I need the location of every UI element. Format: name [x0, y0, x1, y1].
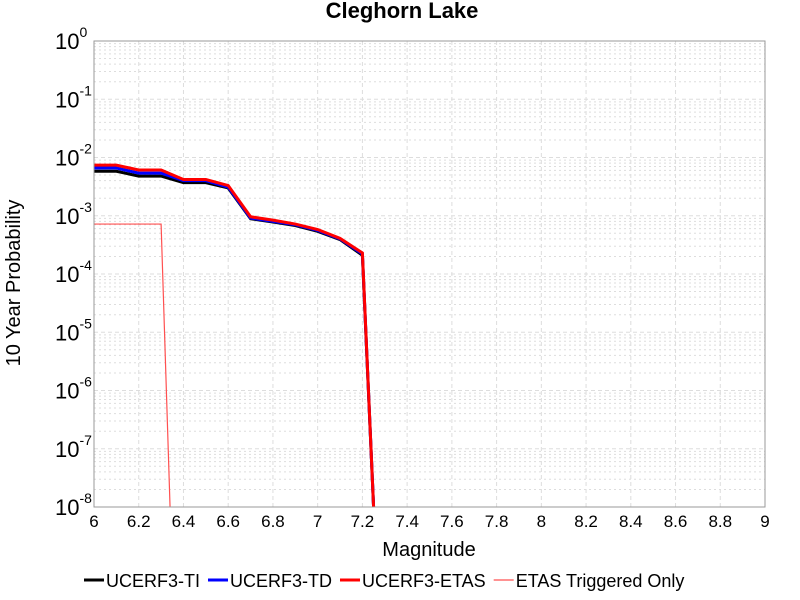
x-tick-label: 8.8: [708, 512, 732, 531]
y-tick-label: 10-5: [55, 315, 92, 345]
x-tick-label: 7.4: [395, 512, 419, 531]
gridlines: [93, 41, 766, 508]
legend-label: ETAS Triggered Only: [516, 571, 685, 591]
x-tick-label: 7: [313, 512, 322, 531]
chart-title: Cleghorn Lake: [326, 0, 479, 23]
x-tick-label: 6: [89, 512, 98, 531]
x-tick-label: 6.2: [127, 512, 151, 531]
series-line-3: [94, 223, 171, 508]
legend-label: UCERF3-ETAS: [362, 571, 486, 591]
y-axis-ticks: 100 10-1 10-2 10-3 10-4 10-5 10-6 10-7 10-8: [55, 24, 92, 520]
y-tick-label: 10-6: [55, 374, 92, 404]
plot-border: [93, 40, 766, 508]
y-tick-label: 10-3: [55, 199, 92, 229]
y-tick-label: 10-4: [55, 257, 92, 287]
y-tick-label: 10-2: [55, 141, 92, 171]
x-tick-label: 7.6: [440, 512, 464, 531]
legend-label: UCERF3-TI: [106, 571, 200, 591]
x-tick-label: 8.4: [619, 512, 643, 531]
x-axis-ticks: 6 6.2 6.4 6.6 6.8 7 7.2 7.4 7.6 7.8 8 8.2 8.4 8.6 8.8 9: [89, 512, 769, 531]
legend: UCERF3-TI UCERF3-TD UCERF3-ETAS ETAS Trigge…: [84, 571, 684, 591]
x-tick-label: 6.8: [261, 512, 285, 531]
y-tick-label: 100: [55, 24, 87, 54]
y-axis-label: 10 Year Probability: [3, 200, 25, 367]
y-tick-label: 10-8: [55, 490, 92, 520]
plot-background: [94, 41, 765, 507]
plot-area: [93, 40, 766, 508]
x-tick-label: 7.8: [485, 512, 509, 531]
y-tick-label: 10-7: [55, 432, 92, 462]
legend-label: UCERF3-TD: [230, 571, 332, 591]
x-axis-label: Magnitude: [382, 539, 475, 561]
x-tick-label: 8.2: [574, 512, 598, 531]
x-tick-label: 7.2: [351, 512, 375, 531]
series-layer: [94, 163, 376, 508]
x-tick-label: 6.4: [172, 512, 196, 531]
x-tick-label: 8: [537, 512, 546, 531]
y-tick-label: 10-1: [55, 82, 92, 112]
x-tick-label: 9: [760, 512, 769, 531]
x-tick-label: 8.6: [664, 512, 688, 531]
x-tick-label: 6.6: [216, 512, 240, 531]
series-line-2: [94, 163, 376, 508]
